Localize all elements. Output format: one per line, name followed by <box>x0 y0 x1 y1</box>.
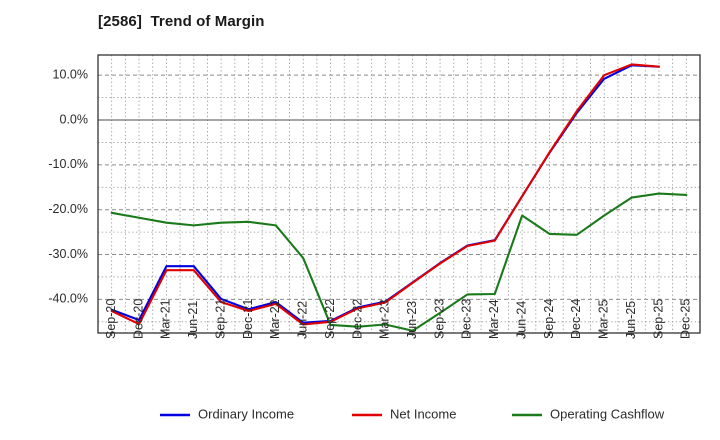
minor-gridlines <box>98 55 700 333</box>
y-axis-tick-label: 10.0% <box>53 67 88 81</box>
x-axis-tick-label: Sep-25 <box>651 299 665 339</box>
y-axis-tick-label: -10.0% <box>48 157 88 171</box>
x-axis-tick-label: Mar-21 <box>159 299 173 339</box>
x-axis-tick-label: Mar-22 <box>268 299 282 339</box>
series-line-net-income <box>110 63 661 326</box>
x-axis-tick-label: Sep-22 <box>323 299 337 339</box>
x-axis-tick-label: Dec-25 <box>679 299 693 339</box>
legend-label-net-income: Net Income <box>390 406 456 421</box>
x-axis-tick-label: Sep-20 <box>104 299 118 339</box>
x-axis-tick-label: Mar-25 <box>597 299 611 339</box>
x-axis-tick-label: Dec-23 <box>460 299 474 339</box>
x-axis-tick-label: Sep-24 <box>542 299 556 339</box>
x-axis-tick-label: Jun-23 <box>405 301 419 339</box>
chart-legend: Ordinary Income Net Income Operating Cashf… <box>160 406 665 421</box>
legend-label-operating-cashflow: Operating Cashflow <box>550 406 665 421</box>
x-axis-tick-label: Dec-22 <box>350 299 364 339</box>
plot-area-frame <box>97 54 701 334</box>
x-axis-tick-labels: Sep-20 Dec-20 Mar-21 Jun-21 Sep-21 Dec-21 Mar-… <box>104 299 693 339</box>
y-axis-tick-label: 0.0% <box>60 112 89 126</box>
chart-title: [2586] Trend of Margin <box>98 13 265 30</box>
x-axis-tick-label: Jun-24 <box>514 301 528 339</box>
x-axis-tick-label: Sep-21 <box>213 299 227 339</box>
y-axis-tick-labels: 10.0% 0.0% -10.0% -20.0% -30.0% -40.0% <box>48 67 88 305</box>
x-axis-tick-label: Mar-23 <box>378 299 392 339</box>
data-series-layer <box>110 63 688 332</box>
x-axis-tick-label: Jun-21 <box>186 301 200 339</box>
y-axis-tick-label: -40.0% <box>48 292 88 306</box>
x-axis-tick-label: Sep-23 <box>432 299 446 339</box>
legend-label-ordinary-income: Ordinary Income <box>198 406 294 421</box>
x-axis-tick-label: Jun-22 <box>296 301 310 339</box>
x-axis-tick-label: Mar-24 <box>487 299 501 339</box>
y-axis-tick-label: -30.0% <box>48 247 88 261</box>
major-gridlines <box>98 74 700 300</box>
x-axis-tick-label: Dec-21 <box>241 299 255 339</box>
x-axis-tick-label: Jun-25 <box>624 301 638 339</box>
series-line-operating-cashflow <box>110 192 688 332</box>
y-axis-tick-label: -20.0% <box>48 202 88 216</box>
x-axis-tick-label: Dec-20 <box>131 299 145 339</box>
x-axis-tick-label: Dec-24 <box>569 299 583 339</box>
